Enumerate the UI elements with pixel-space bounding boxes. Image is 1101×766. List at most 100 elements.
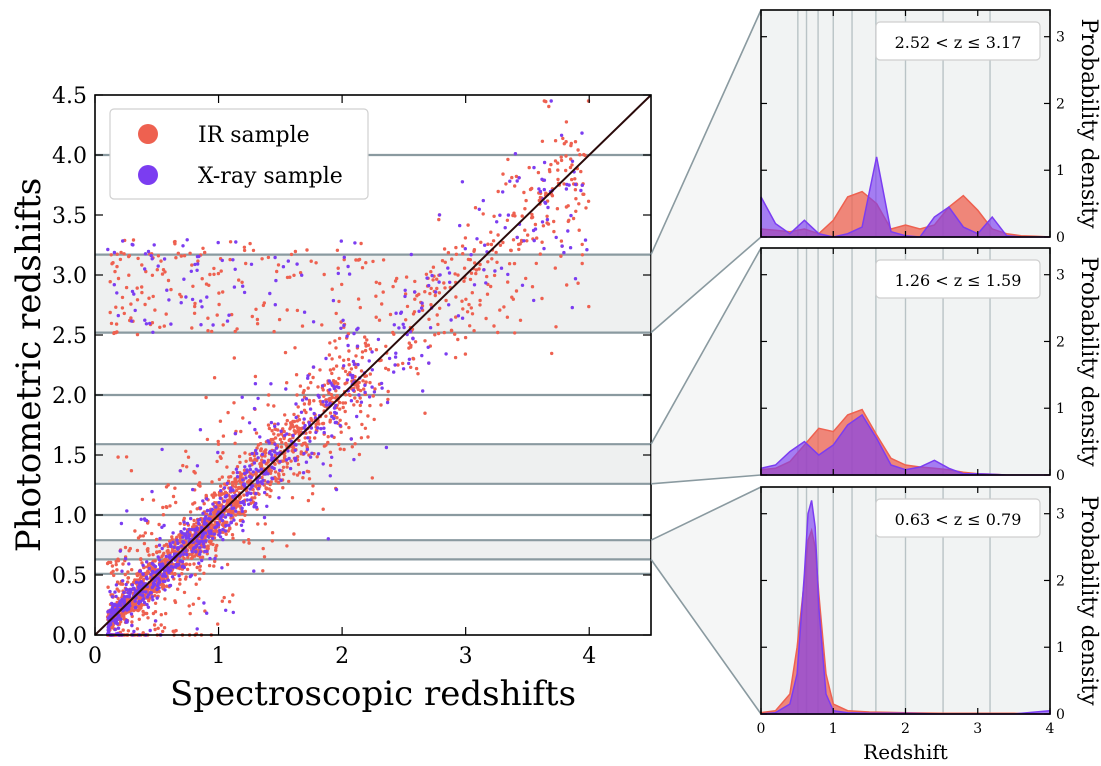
ir-point [112,331,116,336]
xray-point [413,290,417,294]
xray-point [537,187,541,191]
xray-point [181,244,185,248]
bin-label: 1.26 < z ≤ 1.59 [895,271,1022,290]
ir-point [344,422,348,426]
ir-point [356,297,361,301]
xray-point [351,359,356,364]
ir-point [339,430,343,434]
ir-point [354,365,358,369]
ir-point [234,482,238,486]
x-tick-label: 0 [88,644,102,669]
ir-point [362,387,366,391]
ir-point [559,158,564,163]
xray-point [196,262,200,266]
ir-point [454,295,458,299]
ir-point [462,266,467,270]
ir-point [192,562,196,566]
xray-point [484,281,488,285]
xray-point [565,182,569,187]
ir-point [363,348,368,353]
ir-point [212,266,216,271]
xray-point [306,436,310,440]
ir-point [221,434,226,438]
ir-point [486,260,490,264]
ir-point [151,498,156,502]
ir-point [342,358,346,362]
ir-point [191,284,195,288]
xray-point [330,455,334,459]
panel-y-tick-label: 3 [1056,507,1065,523]
xray-point [284,387,288,391]
ir-point [346,357,351,362]
ir-point [238,460,242,465]
xray-point [336,271,340,276]
xray-point [118,599,122,604]
ir-point [151,552,155,557]
xray-point [342,323,346,328]
ir-point [217,291,221,295]
xray-point [127,595,132,599]
ir-point [313,436,317,440]
ir-point [135,627,140,631]
xray-point [243,465,247,469]
ir-point [409,343,413,348]
xray-point [182,540,186,545]
xray-point [270,465,274,469]
y-tick-label: 1.5 [52,444,87,469]
xray-point [250,484,255,488]
ir-point [253,496,257,500]
xray-point [151,330,155,334]
ir-point [559,239,564,243]
ir-point [292,273,296,277]
xray-point [372,390,377,394]
ir-point [225,562,230,567]
xray-point [146,249,151,254]
xray-point [141,590,145,594]
ir-point [416,372,420,376]
ir-point [234,513,238,517]
ir-point [162,626,167,630]
ir-point [191,555,195,559]
zoom-connector-fill [651,10,761,333]
xray-point [513,152,518,156]
ir-point [218,419,223,423]
ir-point [266,255,271,260]
xray-point [370,368,374,372]
ir-point [538,252,542,256]
ir-point [133,529,137,533]
ir-point [175,535,179,539]
ir-point [233,477,237,481]
density-panel-1: 0 1 2 3 1.26 < z ≤ 1.59 Probability density [760,247,1101,484]
xray-point [208,556,212,561]
ir-point [173,600,178,605]
xray-point [190,527,194,532]
ir-point [307,470,311,474]
ir-point [230,480,235,485]
ir-point [336,266,340,270]
ir-point [368,347,373,351]
xray-point [180,560,185,564]
ir-point [179,295,183,299]
xray-point [114,619,118,623]
ir-point [477,267,481,271]
ir-point [115,568,119,572]
ir-point [359,409,363,414]
ir-point [254,307,258,311]
xray-point [130,242,134,247]
xray-point [118,549,123,553]
xray-point [573,277,578,281]
ir-point [469,306,473,310]
ir-point [581,192,585,196]
xray-point [353,241,357,245]
panel-y-tick-label: 0 [1056,707,1065,723]
ir-point [523,207,527,211]
xray-point [185,552,189,557]
ir-point [155,268,159,272]
ir-point [343,409,347,414]
ir-point [501,240,505,245]
xray-point [252,569,256,573]
ir-point [334,346,338,350]
xray-point [269,420,274,425]
xray-point [203,517,207,521]
ir-point [347,393,351,397]
